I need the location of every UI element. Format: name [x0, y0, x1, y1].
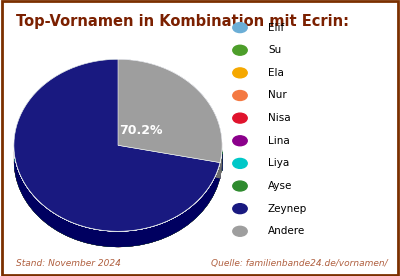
Text: Zeynep: Zeynep — [268, 204, 307, 214]
Polygon shape — [14, 59, 222, 231]
Polygon shape — [14, 149, 222, 247]
Text: Liya: Liya — [268, 158, 289, 168]
Polygon shape — [14, 59, 222, 231]
Polygon shape — [14, 59, 222, 231]
Polygon shape — [118, 145, 222, 170]
Polygon shape — [14, 59, 222, 231]
Polygon shape — [14, 149, 222, 247]
Polygon shape — [14, 147, 222, 247]
Polygon shape — [14, 147, 222, 247]
Text: 70.2%: 70.2% — [119, 124, 162, 137]
Polygon shape — [14, 146, 222, 247]
Polygon shape — [14, 59, 222, 231]
Polygon shape — [14, 59, 222, 231]
Polygon shape — [14, 147, 222, 247]
Text: Nur: Nur — [268, 91, 287, 100]
Polygon shape — [118, 145, 222, 170]
Polygon shape — [220, 147, 222, 178]
Polygon shape — [14, 147, 222, 247]
Polygon shape — [118, 145, 222, 163]
Polygon shape — [14, 59, 222, 231]
Polygon shape — [14, 59, 222, 231]
Text: Quelle: familienbande24.de/vornamen/: Quelle: familienbande24.de/vornamen/ — [211, 259, 388, 268]
Text: Ayse: Ayse — [268, 181, 292, 191]
Text: Ela: Ela — [268, 68, 284, 78]
Text: Stand: November 2024: Stand: November 2024 — [16, 259, 121, 268]
Text: Andere: Andere — [268, 226, 305, 236]
Polygon shape — [118, 59, 222, 163]
Text: Nisa: Nisa — [268, 113, 291, 123]
Text: Lina: Lina — [268, 136, 290, 146]
Polygon shape — [14, 59, 222, 231]
Polygon shape — [14, 147, 222, 247]
Text: Top-Vornamen in Kombination mit Ecrin:: Top-Vornamen in Kombination mit Ecrin: — [16, 14, 349, 29]
Polygon shape — [14, 147, 222, 247]
Polygon shape — [118, 145, 222, 163]
Polygon shape — [118, 145, 220, 178]
Text: Su: Su — [268, 45, 281, 55]
Polygon shape — [118, 145, 220, 178]
Text: Elif: Elif — [268, 23, 284, 33]
